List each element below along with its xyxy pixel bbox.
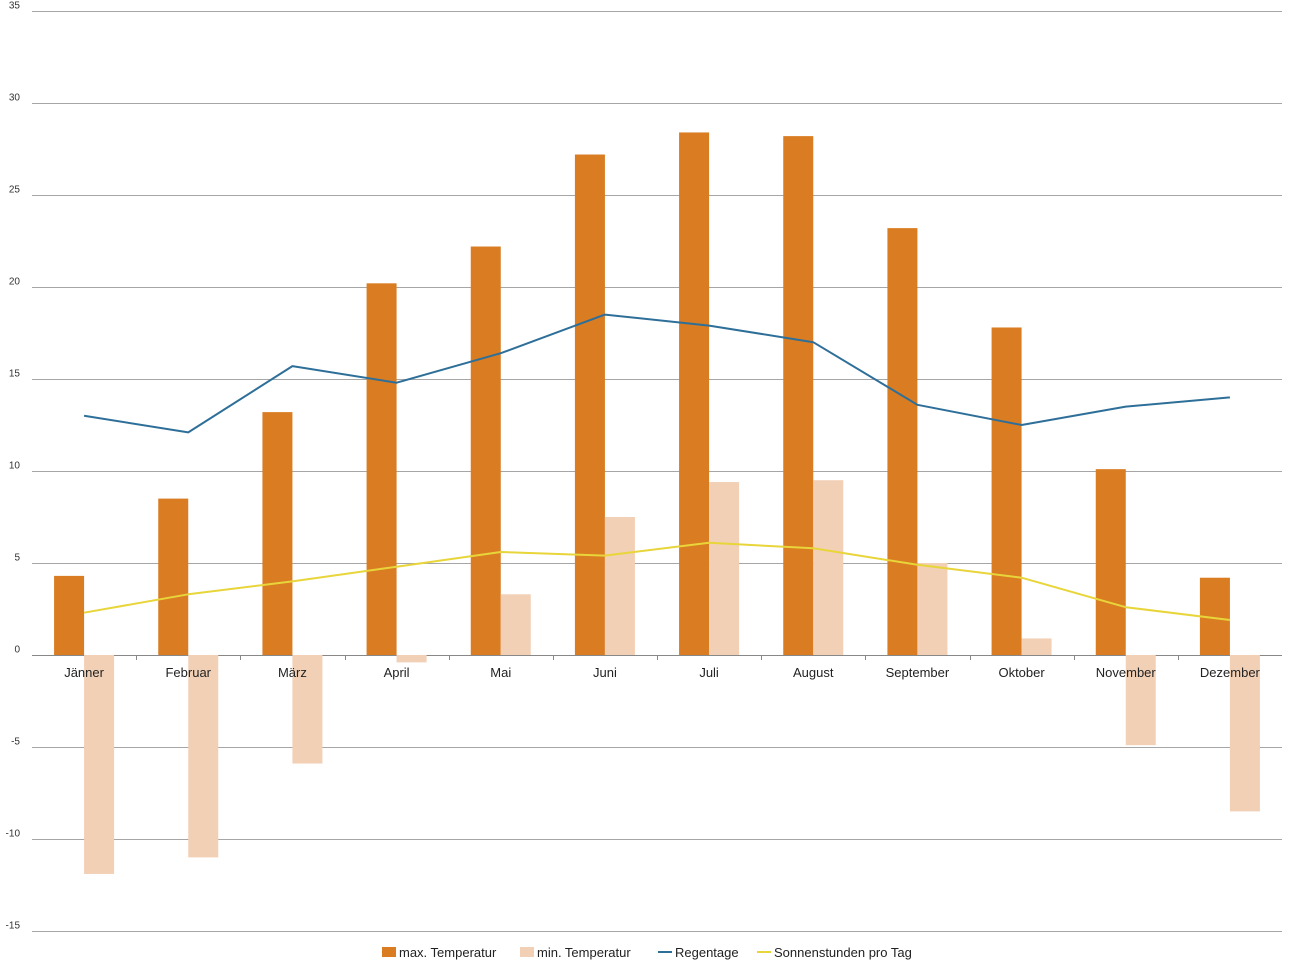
min-temp-bar (500, 594, 531, 655)
y-axis: 35 30 25 20 15 10 5 0 -5 -10 -15 (6, 1, 21, 932)
gridlines (32, 11, 1282, 932)
legend-line-swatch (757, 951, 771, 953)
min-temp-bar (917, 563, 948, 655)
legend-label: max. Temperatur (399, 945, 497, 960)
x-category-label: April (384, 665, 410, 680)
x-category-label: November (1096, 665, 1157, 680)
y-tick-label: 5 (14, 553, 20, 564)
legend-label: min. Temperatur (537, 945, 631, 960)
bars (54, 132, 1260, 874)
max-temp-bar (679, 132, 710, 655)
min-temp-bar (84, 655, 115, 874)
min-temp-bar (396, 655, 427, 663)
y-tick-label: -5 (11, 737, 20, 748)
legend-swatch (520, 947, 534, 957)
y-tick-label: 25 (9, 185, 21, 196)
max-temp-bar (887, 228, 918, 655)
y-tick-label: -15 (6, 921, 21, 932)
legend-label: Sonnenstunden pro Tag (774, 945, 912, 960)
y-tick-label: 30 (9, 93, 21, 104)
x-category-label: Jänner (64, 665, 104, 680)
x-category-label: September (886, 665, 950, 680)
min-temp-bar (709, 482, 740, 655)
max-temp-bar (366, 283, 397, 655)
y-tick-label: 0 (14, 645, 20, 656)
x-category-label: Dezember (1200, 665, 1261, 680)
x-category-label: Oktober (998, 665, 1045, 680)
min-temp-bar (1125, 655, 1156, 746)
x-category-label: Mai (490, 665, 511, 680)
regentage-line (83, 313, 1231, 434)
max-temp-bar (54, 575, 85, 655)
x-category-label: März (278, 665, 307, 680)
y-tick-label: 35 (9, 1, 21, 12)
y-tick-label: 20 (9, 277, 21, 288)
min-temp-bar (1021, 638, 1052, 655)
max-temp-bar (991, 327, 1022, 655)
sonnenstunden-line (83, 541, 1231, 621)
min-temp-bar (188, 655, 219, 858)
min-temp-bar (813, 480, 844, 655)
min-temp-bar (1229, 655, 1260, 812)
y-tick-label: -10 (6, 829, 21, 840)
x-axis: Jänner Februar März April Mai Juni Juli August S… (64, 665, 1260, 680)
min-temp-bar (604, 517, 635, 655)
max-temp-bar (158, 498, 189, 655)
max-temp-bar (470, 246, 501, 655)
legend: max. Temperatur min. Temperatur Regentage S… (382, 945, 912, 960)
x-category-label: Februar (165, 665, 211, 680)
legend-label: Regentage (675, 945, 739, 960)
legend-swatch (382, 947, 396, 957)
lines (83, 313, 1231, 621)
legend-line-swatch (658, 951, 672, 953)
y-tick-label: 10 (9, 461, 21, 472)
x-category-label: Juli (699, 665, 719, 680)
max-temp-bar (1095, 469, 1126, 655)
max-temp-bar (783, 136, 814, 655)
max-temp-bar (262, 412, 293, 655)
x-category-label: August (793, 665, 834, 680)
min-temp-bar (292, 655, 323, 764)
max-temp-bar (574, 154, 605, 655)
y-tick-label: 15 (9, 369, 21, 380)
x-category-label: Juni (593, 665, 617, 680)
